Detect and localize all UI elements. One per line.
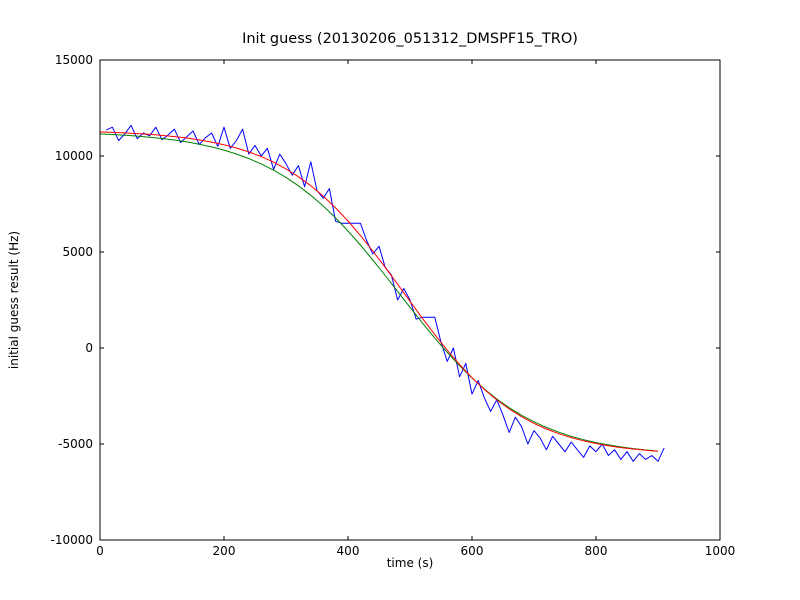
y-tick-label: -5000 xyxy=(58,437,93,451)
axes-frame xyxy=(99,59,721,541)
x-tick-label: 1000 xyxy=(705,544,736,558)
y-tick-label: 5000 xyxy=(62,245,93,259)
x-tick-label: 200 xyxy=(213,544,236,558)
y-tick-label: 15000 xyxy=(55,53,93,67)
x-tick-label: 600 xyxy=(461,544,484,558)
x-tick-label: 400 xyxy=(337,544,360,558)
series-raw-initial-guess xyxy=(105,124,665,462)
series-fit-red xyxy=(99,131,659,452)
y-axis-label: initial guess result (Hz) xyxy=(7,230,21,370)
x-tick-label: 800 xyxy=(585,544,608,558)
y-tick-label: -10000 xyxy=(50,533,93,547)
chart-title: Init guess (20130206_051312_DMSPF15_TRO) xyxy=(242,31,578,47)
x-tick-label: 0 xyxy=(96,544,104,558)
y-tick-label: 0 xyxy=(85,341,93,355)
x-axis-label: time (s) xyxy=(386,556,434,570)
series-fit-green xyxy=(99,133,659,452)
y-tick-label: 10000 xyxy=(55,149,93,163)
